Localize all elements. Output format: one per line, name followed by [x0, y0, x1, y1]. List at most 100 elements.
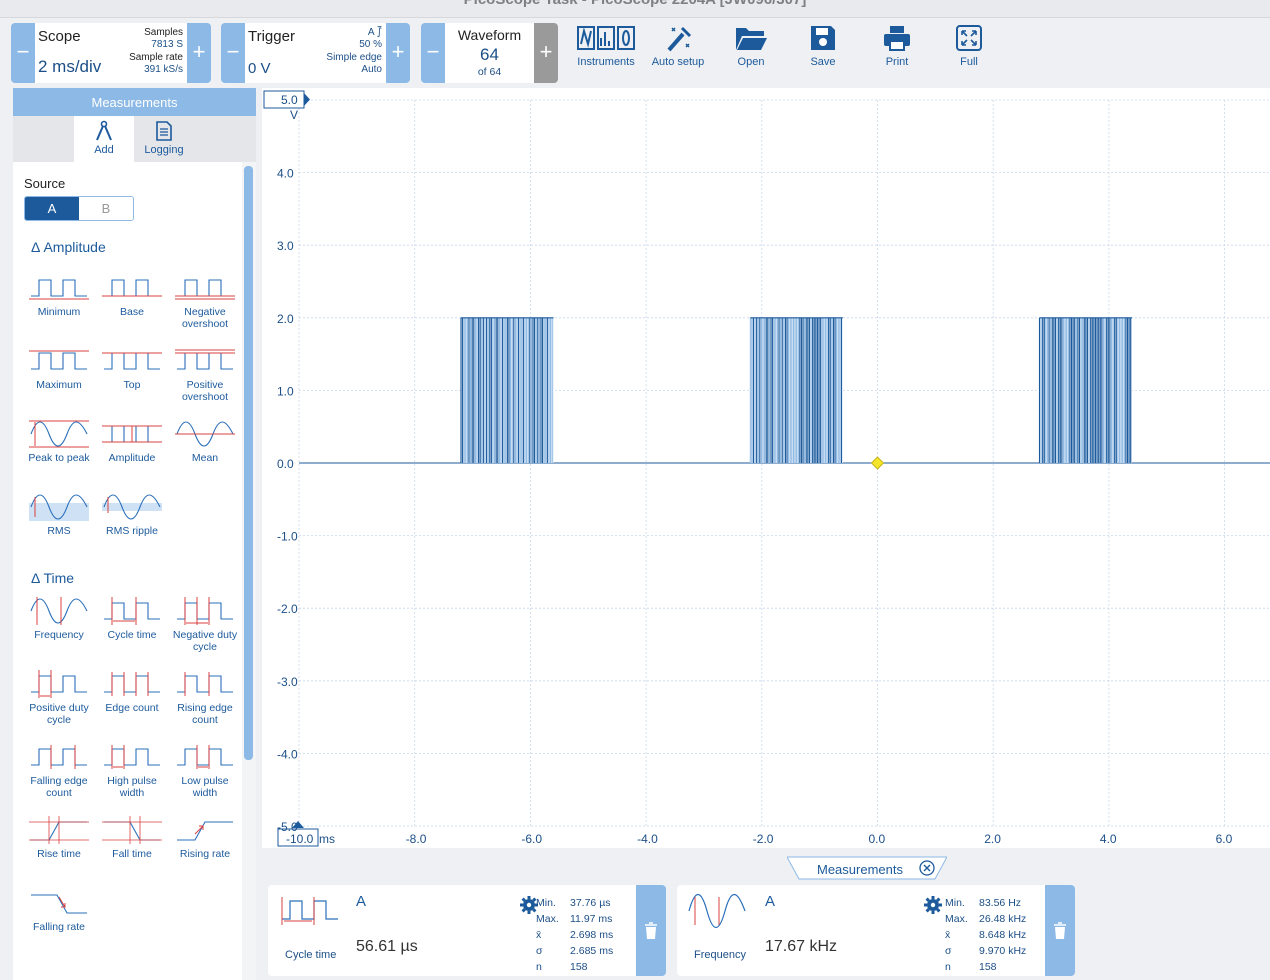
measure-item-low-pulse[interactable]: Low pulse width	[169, 743, 241, 799]
measure-item-rising-rate[interactable]: Rising rate	[169, 816, 241, 860]
source-b-button[interactable]: B	[79, 197, 133, 220]
falling-edge-count-icon	[31, 745, 87, 769]
window-title: PicoScope Task - PicoScope 2204A [JW096/…	[0, 0, 1270, 8]
oscilloscope-graph[interactable]: 4.0 3.0 2.0 1.0 0.0 -1.0 -2.0 -3.0 -4.0 -5.0 5.0V -…	[262, 88, 1270, 848]
measure-item-mean[interactable]: Mean	[169, 420, 241, 464]
print-button[interactable]: Print	[862, 24, 932, 68]
auto-setup-button[interactable]: Auto setup	[643, 24, 713, 68]
y-tick-label: 4.0	[277, 167, 294, 181]
x-tick-label: 0.0	[869, 832, 886, 846]
measure-item-cycle-time[interactable]: Cycle time	[96, 597, 168, 641]
mean-icon	[175, 421, 235, 447]
timebase-decrease-button[interactable]: −	[11, 23, 35, 83]
sidebar-title: Measurements	[13, 88, 256, 116]
timebase-increase-button[interactable]: +	[187, 23, 211, 83]
waveform-number[interactable]: 64	[480, 45, 499, 64]
top-icon	[102, 352, 162, 370]
measure-item-fall-time[interactable]: Fall time	[96, 816, 168, 860]
y-unit-label: V	[290, 108, 298, 122]
source-selector: A B	[24, 196, 134, 221]
measure-item-amplitude[interactable]: Amplitude	[96, 420, 168, 464]
open-button[interactable]: Open	[716, 24, 786, 68]
settings-gear-icon[interactable]	[923, 895, 943, 915]
timebase-control: − Scope 2 ms/div Samples 7813 S Sample r…	[11, 23, 211, 83]
measure-item-maximum[interactable]: Maximum	[23, 347, 95, 391]
negative-duty-icon	[177, 597, 233, 625]
measure-item-peak-to-peak[interactable]: Peak to peak	[23, 420, 95, 464]
measurement-source: A	[356, 893, 367, 910]
folder-open-icon	[736, 28, 767, 50]
waveform-count: of 64	[477, 66, 502, 78]
rise-time-icon	[29, 816, 89, 844]
x-unit-label: ms	[319, 832, 335, 846]
sidebar-tabs: Add Logging	[13, 116, 256, 162]
cycle-time-icon	[104, 597, 160, 625]
measure-item-base[interactable]: Base	[96, 274, 168, 318]
amplitude-icon	[102, 425, 162, 443]
measurements-panel: Measurements Cycle time A 56.61 µs Min. 3…	[262, 848, 1270, 980]
x-tick-label: -4.0	[637, 832, 658, 846]
measure-item-top[interactable]: Top	[96, 347, 168, 391]
measurements-tab[interactable]: Measurements	[787, 856, 947, 880]
trigger-info: A ⨛ 50 % Simple edge Auto	[326, 27, 382, 75]
instruments-button[interactable]: Instruments	[571, 24, 641, 68]
fall-time-icon	[102, 816, 162, 844]
amplitude-section-header[interactable]: Δ Amplitude	[31, 239, 106, 255]
close-icon[interactable]	[919, 860, 935, 876]
frequency-icon	[30, 597, 88, 625]
measurement-card-frequency[interactable]: Frequency A 17.67 kHz Min. 83.56 Hz Max. 2…	[677, 885, 1075, 976]
measurement-statistics: Min. 83.56 Hz Max. 26.48 kHz x̄ 8.648 kHz σ…	[945, 897, 1027, 973]
measure-item-rising-edge-count[interactable]: Rising edge count	[169, 670, 241, 726]
trigger-decrease-button[interactable]: −	[221, 23, 245, 83]
measure-item-minimum[interactable]: Minimum	[23, 274, 95, 318]
base-icon	[102, 279, 162, 297]
edge-count-icon	[104, 672, 160, 696]
tab-logging[interactable]: Logging	[134, 116, 194, 162]
rms-ripple-icon	[102, 494, 162, 520]
y-tick-label: -2.0	[277, 602, 298, 616]
rms-icon	[29, 494, 89, 521]
scope-view[interactable]: 4.0 3.0 2.0 1.0 0.0 -1.0 -2.0 -3.0 -4.0 -5.0 5.0 V -…	[262, 88, 1270, 848]
measure-item-positive-duty[interactable]: Positive duty cycle	[23, 670, 95, 726]
rising-rate-icon	[177, 821, 233, 841]
frequency-icon	[688, 893, 746, 929]
delete-measurement-button[interactable]	[1045, 885, 1075, 976]
measure-item-edge-count[interactable]: Edge count	[96, 670, 168, 714]
trigger-value[interactable]: 0 V	[248, 60, 271, 77]
measure-item-falling-rate[interactable]: Falling rate	[23, 889, 95, 933]
waveform-next-button[interactable]: +	[534, 23, 558, 83]
source-a-button[interactable]: A	[25, 197, 79, 220]
measure-item-rms[interactable]: RMS	[23, 493, 95, 537]
trigger-increase-button[interactable]: +	[386, 23, 410, 83]
measurement-name: Frequency	[694, 949, 746, 961]
measurement-name: Cycle time	[285, 949, 337, 961]
time-section-header[interactable]: Δ Time	[31, 570, 75, 586]
measurement-card-cycle-time[interactable]: Cycle time A 56.61 µs Min. 37.76 µs Max. 1…	[268, 885, 666, 976]
measure-item-rms-ripple[interactable]: RMS ripple	[96, 493, 168, 537]
measure-item-high-pulse[interactable]: High pulse width	[96, 743, 168, 799]
measure-item-falling-edge-count[interactable]: Falling edge count	[23, 743, 95, 799]
delete-measurement-button[interactable]	[636, 885, 666, 976]
measurement-value: 17.67 kHz	[765, 938, 838, 955]
sidebar-scrollbar[interactable]	[244, 166, 253, 760]
measure-item-positive-overshoot[interactable]: Positive overshoot	[169, 347, 241, 403]
waveform-previous-button[interactable]: −	[421, 23, 445, 83]
trash-icon	[645, 922, 657, 939]
measure-item-negative-duty[interactable]: Negative duty cycle	[169, 597, 241, 653]
measure-item-rise-time[interactable]: Rise time	[23, 816, 95, 860]
measure-item-negative-overshoot[interactable]: Negative overshoot	[169, 274, 241, 330]
y-tick-label: -5.0	[277, 820, 298, 834]
x-tick-label: -10.0	[286, 832, 314, 846]
x-tick-label: 6.0	[1216, 832, 1233, 846]
y-tick-label: 1.0	[277, 384, 294, 398]
save-button[interactable]: Save	[788, 24, 858, 68]
y-tick-label: -4.0	[277, 747, 298, 761]
tab-add[interactable]: Add	[74, 116, 134, 162]
x-tick-label: 2.0	[984, 832, 1001, 846]
measure-item-frequency[interactable]: Frequency	[23, 597, 95, 641]
signal-burst	[460, 317, 554, 463]
ruler-marker-icon	[292, 821, 304, 828]
timebase-value[interactable]: 2 ms/div	[38, 57, 102, 76]
settings-gear-icon[interactable]	[519, 895, 539, 915]
full-screen-button[interactable]: Full	[934, 24, 1004, 68]
